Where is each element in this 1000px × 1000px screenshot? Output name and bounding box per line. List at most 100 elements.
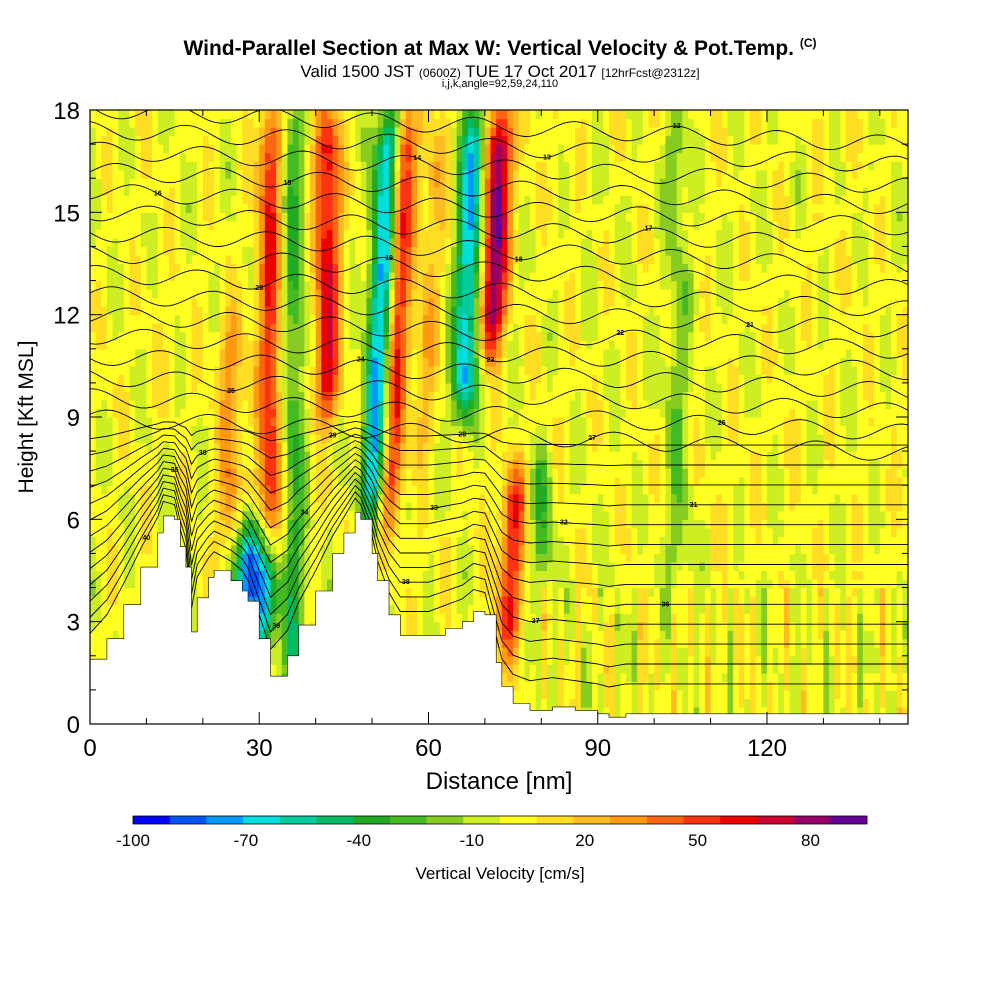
velocity-cell — [191, 570, 198, 580]
velocity-cell — [293, 638, 300, 648]
velocity-cell — [310, 399, 317, 410]
velocity-cell — [225, 399, 232, 410]
velocity-cell — [321, 161, 328, 171]
velocity-cell — [253, 340, 260, 350]
velocity-cell — [174, 152, 181, 162]
velocity-cell — [163, 118, 170, 128]
velocity-cell — [394, 161, 401, 171]
velocity-cell — [95, 118, 102, 128]
velocity-cell — [219, 527, 226, 537]
velocity-cell — [321, 544, 328, 555]
velocity-cell — [163, 237, 170, 248]
velocity-cell — [405, 357, 413, 367]
velocity-cell — [349, 178, 356, 188]
velocity-cell — [140, 110, 148, 120]
velocity-cell — [146, 536, 153, 546]
velocity-cell — [140, 169, 148, 179]
velocity-cell — [338, 536, 345, 546]
velocity-cell — [140, 212, 148, 222]
velocity-cell — [434, 314, 441, 324]
velocity-cell — [168, 144, 176, 154]
velocity-cell — [417, 237, 424, 248]
velocity-cell — [422, 263, 430, 273]
velocity-cell — [405, 365, 413, 375]
velocity-cell — [202, 280, 210, 290]
velocity-cell — [411, 417, 418, 427]
velocity-cell — [247, 178, 255, 188]
velocity-cell — [428, 451, 435, 461]
velocity-cell — [422, 579, 430, 589]
velocity-cell — [388, 425, 396, 435]
velocity-cell — [304, 399, 311, 410]
velocity-cell — [157, 493, 164, 503]
velocity-cell — [304, 254, 311, 265]
velocity-cell — [473, 425, 480, 435]
velocity-cell — [214, 203, 221, 213]
velocity-cell — [90, 425, 97, 435]
velocity-cell — [281, 417, 289, 427]
velocity-cell — [270, 502, 277, 512]
velocity-cell — [247, 374, 255, 384]
velocity-cell — [270, 280, 277, 290]
velocity-cell — [135, 144, 142, 154]
velocity-cell — [462, 519, 469, 529]
velocity-cell — [473, 510, 480, 520]
velocity-cell — [180, 468, 187, 478]
velocity-cell — [208, 135, 215, 145]
velocity-cell — [388, 561, 396, 572]
velocity-cell — [112, 237, 119, 248]
velocity-cell — [276, 178, 283, 188]
velocity-cell — [326, 186, 334, 196]
velocity-cell — [417, 169, 424, 179]
velocity-cell — [253, 425, 260, 435]
velocity-cell — [451, 391, 458, 401]
velocity-cell — [326, 357, 334, 367]
velocity-cell — [439, 110, 447, 120]
velocity-cell — [315, 451, 322, 461]
velocity-cell — [293, 348, 300, 358]
velocity-cell — [326, 178, 334, 188]
velocity-cell — [140, 442, 148, 452]
velocity-cell — [462, 289, 469, 299]
velocity-cell — [101, 459, 108, 469]
velocity-cell — [152, 110, 159, 120]
velocity-cell — [236, 485, 243, 495]
velocity-cell — [434, 561, 441, 572]
velocity-cell — [326, 254, 334, 265]
velocity-cell — [270, 212, 277, 222]
velocity-cell — [462, 544, 469, 555]
velocity-cell — [479, 596, 486, 606]
velocity-cell — [445, 425, 452, 435]
velocity-cell — [247, 280, 255, 290]
velocity-cell — [366, 306, 373, 316]
velocity-cell — [411, 442, 418, 452]
velocity-cell — [462, 570, 469, 580]
velocity-cell — [129, 519, 136, 529]
velocity-cell — [343, 118, 351, 128]
velocity-cell — [191, 152, 198, 162]
velocity-cell — [247, 391, 255, 401]
velocity-cell — [400, 340, 407, 350]
velocity-cell — [214, 289, 221, 299]
velocity-cell — [383, 229, 390, 239]
velocity-cell — [417, 493, 424, 503]
velocity-cell — [287, 442, 294, 452]
velocity-cell — [202, 331, 210, 341]
velocity-cell — [388, 451, 396, 461]
velocity-cell — [400, 527, 407, 537]
velocity-cell — [129, 118, 136, 128]
velocity-cell — [405, 630, 413, 640]
velocity-cell — [473, 553, 480, 563]
velocity-cell — [135, 246, 142, 256]
velocity-cell — [163, 169, 170, 179]
velocity-cell — [242, 519, 249, 529]
velocity-cell — [264, 459, 272, 469]
velocity-cell — [315, 391, 322, 401]
velocity-cell — [405, 425, 413, 435]
velocity-cell — [140, 289, 148, 299]
velocity-cell — [428, 254, 435, 265]
velocity-cell — [298, 425, 305, 435]
velocity-cell — [276, 331, 283, 341]
velocity-cell — [451, 135, 458, 145]
velocity-cell — [360, 510, 368, 520]
